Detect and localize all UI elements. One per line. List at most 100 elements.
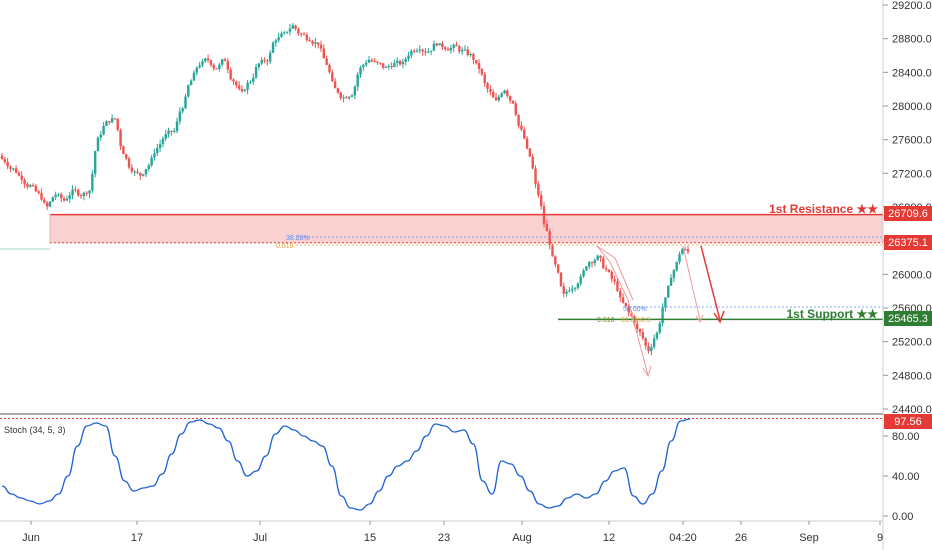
candle-body [483, 74, 486, 84]
candle-body [545, 224, 549, 232]
candle-body [604, 268, 608, 270]
candle-body [12, 168, 15, 170]
svg-text:97.56: 97.56 [894, 416, 922, 428]
candle-body [187, 85, 190, 97]
candle-body [71, 189, 74, 196]
candle-body [537, 184, 540, 196]
candle-body [342, 97, 345, 99]
candle-body [232, 79, 235, 82]
candle-body [404, 58, 407, 62]
candle-body [424, 51, 427, 53]
candle-body [119, 129, 122, 147]
candle-body [652, 338, 656, 348]
candle-body [3, 159, 7, 163]
candle-body [664, 297, 667, 308]
candle-body [480, 69, 484, 75]
candle-body [407, 55, 410, 59]
price-axis-label: 26000.0 [892, 269, 932, 281]
candle-body [82, 192, 86, 196]
candle-body [37, 191, 40, 193]
svg-text:25465.3: 25465.3 [888, 313, 928, 325]
candle-body [243, 89, 246, 92]
candle-body [229, 69, 232, 80]
candle-body [528, 148, 532, 157]
candle-body [48, 201, 52, 207]
main-arrowhead [713, 310, 725, 324]
time-axis-label: Jun [22, 532, 40, 544]
candle-body [492, 91, 495, 98]
candle-body [669, 277, 673, 286]
candle-body [393, 62, 396, 68]
candle-body [551, 244, 554, 257]
candle-body [167, 130, 170, 135]
candle-body [500, 93, 503, 97]
candle-body [192, 72, 196, 81]
candle-body [271, 42, 275, 53]
candle-body [62, 198, 66, 201]
candle-body [181, 108, 184, 112]
support-price-badge: 25465.3 [884, 311, 932, 326]
candle-body [410, 50, 413, 56]
price-axis-label: 28800.0 [892, 34, 932, 46]
candle-body [658, 323, 661, 333]
candle-body [195, 67, 198, 73]
candle-body [506, 90, 509, 96]
candle-body [277, 37, 280, 41]
time-axis-label: 26 [735, 532, 747, 544]
candle-body [266, 60, 269, 62]
candlestick-series [0, 22, 690, 356]
candle-body [113, 118, 117, 120]
resistance-price-badge: 26709.6 [884, 206, 932, 221]
candle-body [34, 185, 38, 192]
candle-body [99, 134, 103, 138]
candle-body [116, 118, 119, 130]
candle-body [350, 95, 354, 97]
candle-body [316, 42, 320, 45]
candle-body [6, 162, 9, 167]
candle-body [122, 146, 125, 155]
candle-body [252, 77, 255, 82]
candle-body [503, 90, 506, 94]
candle-body [568, 290, 571, 292]
candle-body [556, 264, 560, 273]
candle-body [373, 61, 376, 63]
candle-body [198, 65, 201, 68]
candle-body [619, 290, 622, 298]
stoch-axis-label: 0.00 [892, 511, 913, 523]
candle-body [173, 130, 176, 132]
candle-body [675, 261, 678, 271]
stoch-axis-label: 40.00 [892, 471, 920, 483]
candle-body [130, 167, 134, 172]
candle-body [587, 262, 591, 267]
candle-body [108, 121, 111, 123]
candle-body [508, 95, 512, 101]
candle-body [54, 194, 57, 198]
candle-body [565, 291, 568, 294]
candle-body [554, 256, 557, 265]
candle-body [127, 158, 131, 168]
candle-body [418, 49, 422, 51]
candle-body [246, 82, 249, 90]
candle-body [540, 195, 543, 207]
price-axis-label: 25200.0 [892, 337, 932, 349]
candle-body [206, 58, 210, 61]
candle-body [274, 40, 278, 43]
candle-body [23, 179, 26, 184]
price-axis-label: 27600.0 [892, 135, 932, 147]
candle-body [435, 43, 438, 46]
projection-arrow-down-2 [596, 245, 634, 301]
candle-body [376, 61, 379, 63]
candle-body [475, 59, 478, 64]
candle-body [655, 332, 659, 339]
candle-body [153, 153, 156, 158]
candle-body [215, 68, 218, 70]
candle-body [88, 190, 91, 194]
time-axis-label: Jul [253, 532, 267, 544]
candle-body [204, 58, 207, 62]
candle-body [398, 60, 402, 65]
stoch-line [1, 418, 691, 511]
candle-body [379, 62, 382, 64]
candle-body [57, 194, 60, 196]
candle-body [93, 151, 97, 174]
